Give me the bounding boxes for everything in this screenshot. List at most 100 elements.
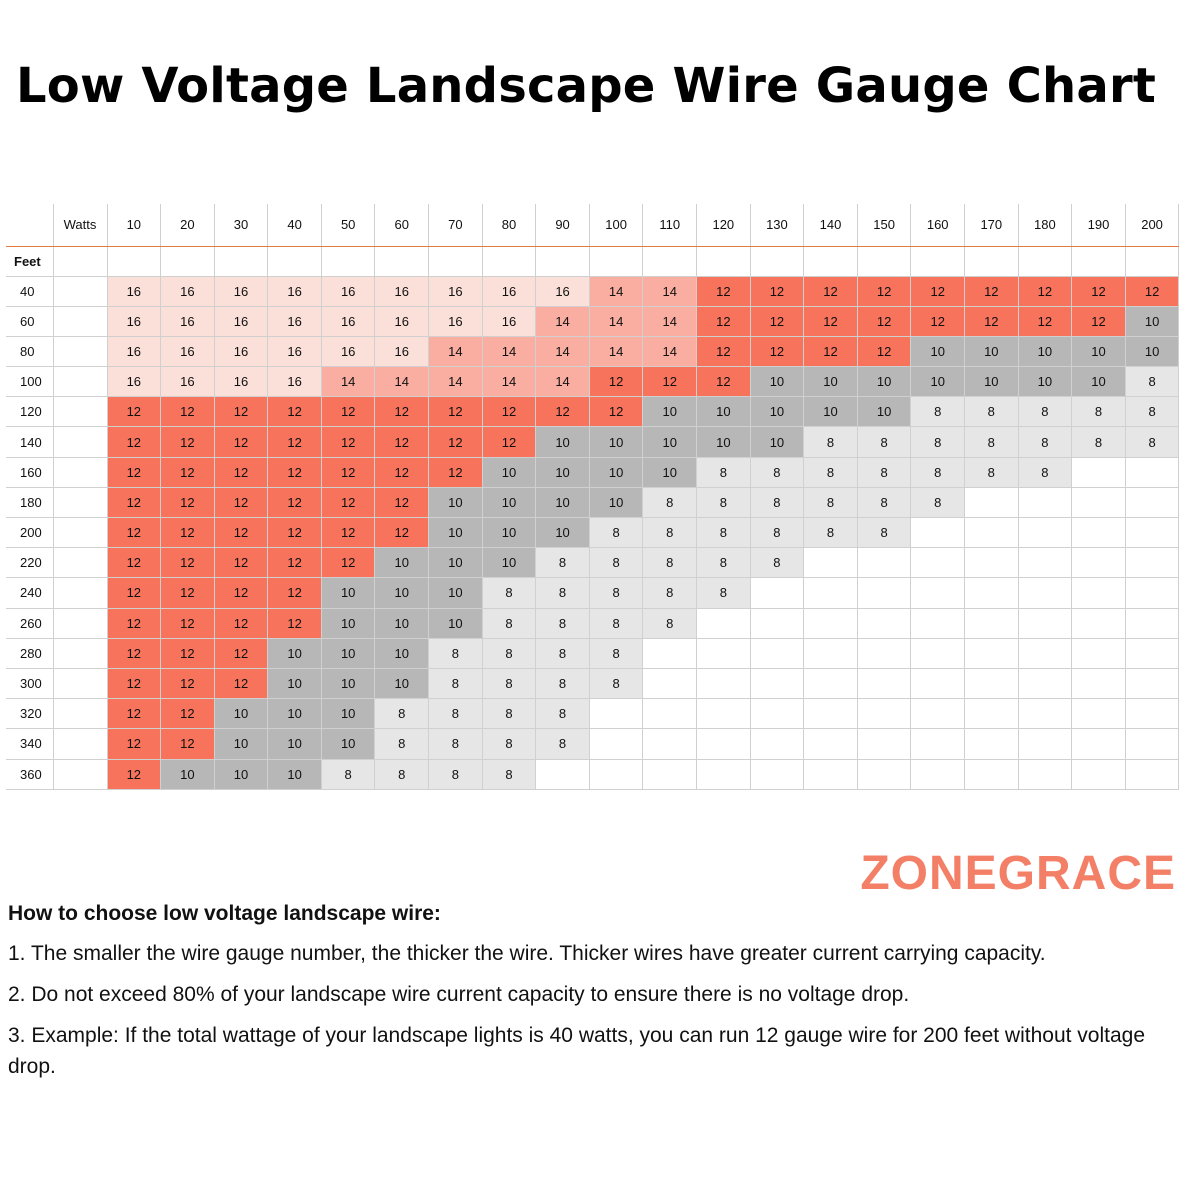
gauge-cell: 16 bbox=[106, 275, 162, 307]
watts-tick-label: 10 bbox=[106, 204, 162, 247]
gauge-cell: 12 bbox=[320, 456, 376, 488]
gauge-cell: 12 bbox=[856, 305, 912, 337]
gauge-cell: 12 bbox=[267, 396, 322, 428]
gauge-cell: 16 bbox=[213, 305, 269, 337]
gauge-cell: 12 bbox=[374, 516, 430, 549]
empty-gauge-cell bbox=[1071, 728, 1126, 760]
empty-gauge-cell bbox=[964, 547, 1019, 579]
gauge-cell: 10 bbox=[320, 607, 376, 639]
gauge-cell: 14 bbox=[642, 335, 698, 368]
gauge-cell: 16 bbox=[213, 366, 269, 398]
gauge-cell: 12 bbox=[1017, 275, 1073, 307]
empty-gauge-cell bbox=[856, 758, 912, 790]
empty-gauge-cell bbox=[803, 607, 858, 639]
gauge-cell: 10 bbox=[374, 607, 430, 639]
empty-gauge-cell bbox=[749, 698, 805, 730]
blank-cell bbox=[52, 516, 108, 549]
empty-gauge-cell bbox=[803, 728, 858, 760]
gauge-cell: 8 bbox=[856, 516, 912, 549]
gauge-cell: 10 bbox=[803, 366, 858, 398]
empty-gauge-cell bbox=[964, 667, 1019, 700]
feet-tick-label: 300 bbox=[6, 667, 54, 700]
empty-gauge-cell bbox=[696, 758, 751, 790]
blank-cell bbox=[52, 577, 108, 609]
watts-tick-label: 200 bbox=[1124, 204, 1180, 247]
gauge-cell: 12 bbox=[213, 577, 269, 609]
gauge-cell: 10 bbox=[213, 698, 269, 730]
gauge-cell: 16 bbox=[428, 275, 483, 307]
empty-gauge-cell bbox=[1017, 516, 1073, 549]
watts-tick-label: 120 bbox=[696, 204, 751, 247]
blank-cell bbox=[910, 245, 965, 277]
table-row: 360 12 10 10 10 8 8 8 8 bbox=[6, 758, 1180, 790]
gauge-table: Watts 10 20 30 40 50 60 70 80 90 100 110 120 130 140 15… bbox=[6, 204, 1180, 790]
gauge-cell: 16 bbox=[481, 275, 537, 307]
gauge-cell: 16 bbox=[374, 335, 430, 368]
empty-gauge-cell bbox=[1071, 547, 1126, 579]
gauge-cell: 8 bbox=[588, 667, 644, 700]
empty-gauge-cell bbox=[1124, 698, 1180, 730]
blank-cell bbox=[52, 366, 108, 398]
gauge-cell: 16 bbox=[320, 305, 376, 337]
empty-gauge-cell bbox=[642, 758, 698, 790]
empty-gauge-cell bbox=[749, 728, 805, 760]
gauge-cell: 12 bbox=[856, 275, 912, 307]
feet-tick-label: 220 bbox=[6, 547, 54, 579]
gauge-cell: 14 bbox=[374, 366, 430, 398]
gauge-cell: 12 bbox=[267, 456, 322, 488]
empty-gauge-cell bbox=[696, 637, 751, 669]
gauge-cell: 8 bbox=[374, 698, 430, 730]
gauge-cell: 8 bbox=[856, 426, 912, 458]
gauge-cell: 8 bbox=[803, 456, 858, 488]
gauge-cell: 16 bbox=[213, 275, 269, 307]
table-row: 340 12 12 10 10 10 8 8 8 8 bbox=[6, 728, 1180, 760]
empty-gauge-cell bbox=[642, 698, 698, 730]
gauge-cell: 12 bbox=[160, 698, 215, 730]
gauge-cell: 10 bbox=[428, 607, 483, 639]
blank-cell bbox=[106, 245, 162, 277]
watts-tick-label: 180 bbox=[1017, 204, 1073, 247]
gauge-cell: 8 bbox=[1124, 396, 1180, 428]
feet-tick-label: 100 bbox=[6, 366, 54, 398]
table-row: 40 16 16 16 16 16 16 16 16 16 14 14 12 12 12 12 12 12 12 12… bbox=[6, 275, 1180, 307]
empty-gauge-cell bbox=[1071, 698, 1126, 730]
empty-gauge-cell bbox=[910, 547, 965, 579]
empty-gauge-cell bbox=[803, 547, 858, 579]
gauge-cell: 10 bbox=[1017, 366, 1073, 398]
gauge-cell: 12 bbox=[160, 456, 215, 488]
empty-gauge-cell bbox=[856, 667, 912, 700]
empty-gauge-cell bbox=[910, 698, 965, 730]
empty-gauge-cell bbox=[964, 728, 1019, 760]
gauge-cell: 10 bbox=[267, 728, 322, 760]
watts-tick-label: 50 bbox=[320, 204, 376, 247]
gauge-cell: 8 bbox=[696, 577, 751, 609]
gauge-cell: 8 bbox=[481, 728, 537, 760]
gauge-cell: 14 bbox=[428, 335, 483, 368]
gauge-cell: 8 bbox=[1124, 366, 1180, 398]
empty-gauge-cell bbox=[749, 758, 805, 790]
gauge-cell: 10 bbox=[320, 577, 376, 609]
gauge-cell: 16 bbox=[535, 275, 590, 307]
gauge-cell: 8 bbox=[535, 667, 590, 700]
gauge-cell: 10 bbox=[1124, 335, 1180, 368]
empty-gauge-cell bbox=[642, 667, 698, 700]
empty-gauge-cell bbox=[1017, 577, 1073, 609]
empty-gauge-cell bbox=[1124, 516, 1180, 549]
gauge-cell: 12 bbox=[213, 637, 269, 669]
blank-cell bbox=[374, 245, 430, 277]
gauge-cell: 10 bbox=[535, 456, 590, 488]
gauge-cell: 10 bbox=[267, 637, 322, 669]
gauge-cell: 8 bbox=[588, 637, 644, 669]
gauge-cell: 16 bbox=[374, 305, 430, 337]
blank-cell bbox=[964, 245, 1019, 277]
gauge-cell: 12 bbox=[213, 456, 269, 488]
gauge-cell: 8 bbox=[535, 698, 590, 730]
gauge-cell: 8 bbox=[910, 486, 965, 519]
gauge-cell: 12 bbox=[374, 396, 430, 428]
gauge-cell: 8 bbox=[696, 547, 751, 579]
empty-gauge-cell bbox=[588, 758, 644, 790]
empty-gauge-cell bbox=[1124, 486, 1180, 519]
gauge-cell: 16 bbox=[160, 275, 215, 307]
empty-gauge-cell bbox=[1071, 486, 1126, 519]
feet-tick-label: 320 bbox=[6, 698, 54, 730]
